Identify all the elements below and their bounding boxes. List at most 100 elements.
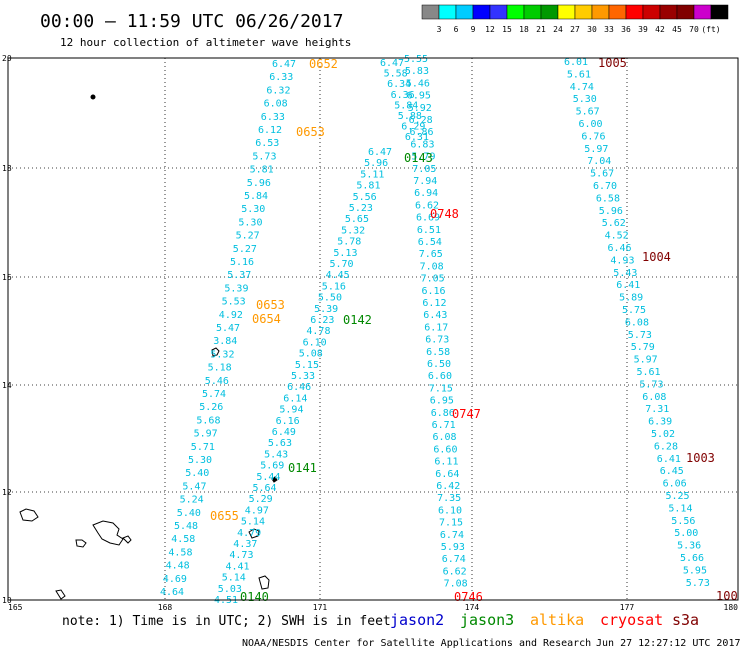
colorbar-swatch	[608, 4, 627, 20]
wave-height-value: 4.41	[226, 561, 250, 572]
wave-height-value: 6.34	[387, 79, 411, 90]
pass-time-label: 0653	[256, 298, 285, 312]
wave-height-value: 5.32	[341, 225, 365, 236]
colorbar-tick-label: 30	[587, 25, 597, 34]
units-note: note: 1) Time is in UTC; 2) SWH is in fe…	[62, 614, 391, 629]
wave-height-value: 5.97	[194, 429, 218, 440]
wave-height-value: 5.43	[264, 449, 288, 460]
wave-height-value: 4.52	[605, 231, 629, 242]
wave-height-value: 6.45	[660, 466, 684, 477]
wave-height-value: 6.94	[414, 188, 438, 199]
wave-height-value: 5.43	[613, 268, 637, 279]
longitude-tick-label: 177	[620, 603, 635, 612]
colorbar-tick-label: (ft)	[701, 25, 720, 34]
wave-height-value: 5.58	[384, 69, 408, 80]
wave-height-value: 5.32	[210, 349, 234, 360]
wave-height-value: 5.36	[677, 541, 701, 552]
wave-height-value: 7.05	[412, 164, 436, 175]
wave-height-value: 7.04	[587, 156, 611, 167]
wave-height-value: 4.79	[237, 528, 261, 539]
legend-altika: altika	[530, 611, 584, 629]
colorbar-swatch	[574, 4, 593, 20]
legend-jason3: jason3	[460, 611, 514, 629]
pass-time-label: 0748	[430, 207, 459, 221]
wave-height-value: 6.46	[608, 243, 632, 254]
altika-track-1: 6.47 6.33 6.32 6.08 6.33 6.12 6.53 5.73 5.81 5.96…	[160, 59, 296, 598]
wave-height-value: 4.74	[570, 82, 594, 93]
wave-height-value: 6.86	[431, 408, 455, 419]
wave-height-value: 6.69	[416, 213, 440, 224]
pass-time-label: 0653	[296, 125, 325, 139]
colorbar-tick-label: 6	[454, 25, 459, 34]
wave-height-value: 5.94	[279, 405, 303, 416]
wave-height-value: 6.47	[272, 59, 296, 70]
wave-height-value: 5.16	[322, 281, 346, 292]
colorbar-swatch	[472, 4, 491, 20]
wave-height-value: 5.81	[356, 181, 380, 192]
wave-height-value: 5.71	[191, 442, 215, 453]
colorbar-tick-label: 15	[502, 25, 512, 34]
wave-height-value: 5.79	[411, 152, 435, 163]
wave-height-value: 5.92	[408, 103, 432, 114]
wave-height-value: 5.08	[299, 349, 323, 360]
colorbar-tick-label: 18	[519, 25, 529, 34]
wave-height-value: 5.15	[295, 360, 319, 371]
wave-height-value: 7.65	[419, 249, 443, 260]
wave-height-value: 5.96	[599, 206, 623, 217]
pass-time-label: 100	[716, 589, 738, 603]
wave-height-value: 5.97	[584, 144, 608, 155]
wave-height-value: 6.46	[287, 382, 311, 393]
s3a-track-1: 6.015.614.745.305.676.006.765.977.045.67…	[564, 57, 710, 589]
wave-height-value: 5.81	[250, 165, 274, 176]
altika-track-2: 6.475.586.346.365.845.886.296.31	[380, 58, 429, 143]
longitude-tick-label: 171	[313, 603, 328, 612]
wave-height-value: 6.54	[418, 237, 442, 248]
wave-height-value: 5.96	[247, 178, 271, 189]
island-shape	[92, 520, 124, 546]
wave-height-value: 5.25	[666, 491, 690, 502]
wave-height-value: 4.97	[245, 505, 269, 516]
wave-height-value: 5.73	[639, 379, 663, 390]
wave-height-value: 6.41	[657, 454, 681, 465]
wave-height-value: 5.39	[224, 283, 248, 294]
wave-height-value: 7.94	[413, 176, 437, 187]
wave-height-value: 4.58	[171, 534, 195, 545]
jason3-track-1: 6.475.965.115.815.565.235.655.325.785.13…	[214, 147, 392, 606]
colorbar-tick-label: 45	[672, 25, 682, 34]
wave-height-value: 6.70	[593, 181, 617, 192]
wave-height-value: 4.78	[306, 326, 330, 337]
map-title: 00:00 – 11:59 UTC 06/26/2017	[40, 11, 343, 32]
wave-height-value: 5.18	[208, 363, 232, 374]
island-shape	[271, 476, 278, 483]
wave-height-value: 5.02	[651, 429, 675, 440]
wave-height-value: 5.66	[680, 553, 704, 564]
wave-height-value: 6.29	[401, 122, 425, 133]
wave-height-value: 6.58	[426, 347, 450, 358]
wave-height-value: 6.95	[407, 91, 431, 102]
wave-height-value: 5.74	[202, 389, 226, 400]
wave-height-value: 5.30	[238, 217, 262, 228]
colorbar-swatch	[693, 4, 712, 20]
wave-height-value: 5.68	[196, 415, 220, 426]
legend-cryosat: cryosat	[600, 611, 663, 629]
wave-height-value: 6.43	[423, 310, 447, 321]
wave-height-value: 6.08	[625, 317, 649, 328]
wave-height-value: 6.42	[436, 481, 460, 492]
wave-height-value: 5.61	[567, 69, 591, 80]
wave-height-value: 5.24	[180, 495, 204, 506]
wave-height-value: 5.16	[230, 257, 254, 268]
colorbar-swatch	[455, 4, 474, 20]
wave-height-value: 6.83	[410, 139, 434, 150]
wave-height-value: 6.08	[264, 99, 288, 110]
latitude-tick-label: 16	[2, 273, 12, 282]
wave-height-value: 6.12	[422, 298, 446, 309]
wave-height-value: 5.75	[622, 305, 646, 316]
longitude-tick-label: 165	[8, 603, 23, 612]
wave-height-value: 6.32	[266, 85, 290, 96]
wave-height-value: 6.01	[564, 57, 588, 68]
island-shape	[75, 539, 87, 548]
wave-height-value: 4.73	[229, 550, 253, 561]
longitude-tick-label: 174	[465, 603, 480, 612]
wave-height-value: 6.58	[596, 193, 620, 204]
longitude-tick-label: 180	[724, 603, 739, 612]
